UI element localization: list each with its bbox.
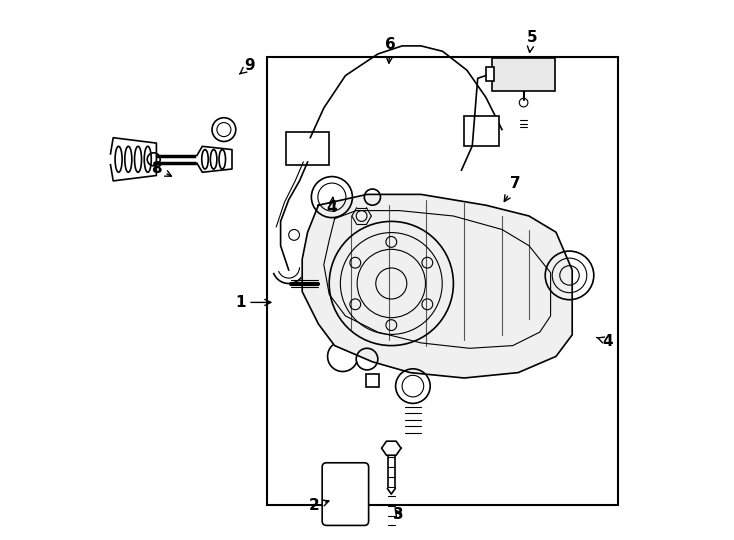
Polygon shape (111, 138, 156, 181)
Text: 5: 5 (526, 30, 537, 52)
Polygon shape (302, 194, 573, 378)
Text: 4: 4 (597, 334, 613, 349)
Text: 1: 1 (235, 295, 271, 310)
FancyBboxPatch shape (493, 58, 555, 91)
Text: 7: 7 (504, 176, 521, 201)
FancyBboxPatch shape (322, 463, 368, 525)
Text: 6: 6 (385, 37, 396, 63)
Bar (267, 57, 618, 505)
Text: 4: 4 (327, 197, 337, 215)
Polygon shape (197, 146, 232, 172)
Text: 3: 3 (393, 507, 404, 522)
Text: 8: 8 (151, 161, 172, 176)
Text: 9: 9 (239, 58, 255, 74)
Polygon shape (382, 441, 401, 455)
FancyBboxPatch shape (464, 116, 499, 146)
Bar (486, 68, 494, 81)
Bar (366, 374, 379, 387)
FancyBboxPatch shape (286, 132, 330, 165)
Text: 2: 2 (309, 498, 329, 514)
Polygon shape (388, 489, 395, 494)
